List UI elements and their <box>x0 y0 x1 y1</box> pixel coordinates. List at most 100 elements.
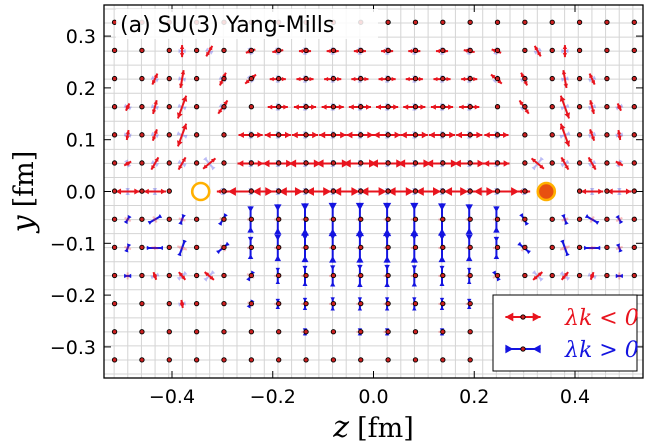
arrow-negative-head <box>581 188 587 195</box>
arrow-negative-head <box>153 129 158 134</box>
arrow-negative-head <box>152 80 157 85</box>
arrow-negative-head <box>617 272 622 277</box>
lattice-site <box>330 329 337 335</box>
arrow-negative-head <box>203 164 208 169</box>
arrow-negative-head <box>180 217 186 222</box>
arrow-negative-head <box>182 246 187 251</box>
lattice-site <box>522 160 528 166</box>
lattice-site <box>330 75 337 82</box>
arrow-negative-head <box>316 159 324 168</box>
legend-marker-positive <box>505 344 541 354</box>
lattice-site <box>522 19 528 25</box>
lattice-site <box>303 75 309 82</box>
arrow-positive-head <box>559 134 564 139</box>
arrow-negative-head <box>511 187 520 196</box>
lattice-site <box>576 47 583 54</box>
arrow-positive-head <box>247 236 254 242</box>
arrow-negative-shaft <box>124 216 132 223</box>
lattice-site <box>166 47 172 54</box>
arrow-positive-head <box>615 214 620 220</box>
arrow-positive-head <box>531 270 537 275</box>
arrow-positive-head <box>467 267 472 272</box>
arrow-negative <box>589 271 595 281</box>
arrow-negative-head <box>561 157 566 162</box>
arrow-positive-head <box>410 202 419 211</box>
arrow-negative-head <box>524 109 529 114</box>
arrow-negative-head <box>590 217 595 223</box>
arrow-negative-head <box>151 109 157 114</box>
arrow-positive <box>560 239 570 257</box>
arrow-negative-head <box>590 136 595 141</box>
arrow-negative-shaft <box>177 245 188 251</box>
arrow-negative-head <box>125 106 130 111</box>
lattice-site <box>549 272 555 279</box>
arrow-negative-head <box>237 160 244 167</box>
arrow-negative <box>561 217 569 222</box>
arrow-negative-head <box>152 136 157 141</box>
arrow-negative <box>151 129 158 142</box>
arrow-positive-head <box>517 241 522 247</box>
arrow-negative-head <box>591 165 596 170</box>
lattice-site <box>549 216 555 222</box>
arrow-positive-head <box>438 203 446 211</box>
lattice-site <box>576 132 583 138</box>
arrow-positive-head <box>176 276 182 281</box>
arrow-negative-shaft <box>589 215 595 224</box>
lattice-site <box>385 272 391 279</box>
arrow-negative-head <box>125 135 130 140</box>
arrow-negative-head <box>178 217 184 222</box>
arrow-negative-head <box>154 157 159 162</box>
lattice-site <box>576 75 583 82</box>
lattice-site <box>467 47 473 54</box>
y-tick-label: −0.2 <box>50 285 96 307</box>
lattice-site <box>412 19 419 25</box>
lattice-site <box>248 357 254 363</box>
arrow-negative-head <box>503 132 509 139</box>
arrow-negative-head <box>588 157 593 162</box>
lattice-site <box>139 160 145 166</box>
arrow-positive-head <box>355 202 365 211</box>
arrow-negative-head <box>381 48 386 54</box>
lattice-site <box>248 104 254 110</box>
arrow-negative-head <box>449 131 456 139</box>
arrow-negative-head <box>321 104 327 110</box>
lattice-site <box>330 47 337 54</box>
arrow-negative <box>616 129 622 141</box>
arrow-positive-head <box>438 228 446 236</box>
lattice-site <box>193 329 200 335</box>
arrow-negative-head <box>564 140 571 147</box>
arrow-negative-head <box>338 104 344 110</box>
arrow-negative <box>124 216 132 223</box>
arrow-positive-head <box>466 50 471 55</box>
arrow-negative-head <box>563 217 569 222</box>
arrow-negative-head <box>563 83 568 89</box>
lattice-site <box>412 216 419 222</box>
arrow-positive-head <box>493 226 500 233</box>
arrow-negative-head <box>564 112 571 119</box>
arrow-negative-head <box>257 160 264 167</box>
arrow-positive-head <box>596 245 601 251</box>
arrow-negative <box>205 45 214 57</box>
x-axis-symbol: z <box>332 410 349 443</box>
lattice-site <box>276 216 282 222</box>
lattice-site <box>330 357 337 363</box>
arrow-negative-head <box>179 299 185 305</box>
lattice-site <box>303 132 309 138</box>
arrow-negative-head <box>179 303 185 308</box>
arrow-positive-head <box>589 188 595 192</box>
y-axis-unit: [fm] <box>9 151 40 208</box>
arrow-positive-head <box>302 305 308 310</box>
lattice-site <box>221 216 227 222</box>
lattice-site <box>221 244 227 250</box>
lattice-site <box>166 329 172 335</box>
arrow-negative-head <box>562 53 568 58</box>
lattice-site <box>522 244 528 250</box>
arrow-positive-head <box>203 277 208 282</box>
axis-ticks: −0.4 −0.2 0.0 0.2 0.4 −0.3 −0.2 −0.1 0.0 0.1 0.2 0.… <box>50 5 643 408</box>
x-tick-label: −0.2 <box>250 386 296 408</box>
lattice-site <box>276 132 282 138</box>
lattice-site <box>221 160 227 166</box>
arrow-negative-head <box>415 187 424 196</box>
charge-left <box>190 181 211 202</box>
